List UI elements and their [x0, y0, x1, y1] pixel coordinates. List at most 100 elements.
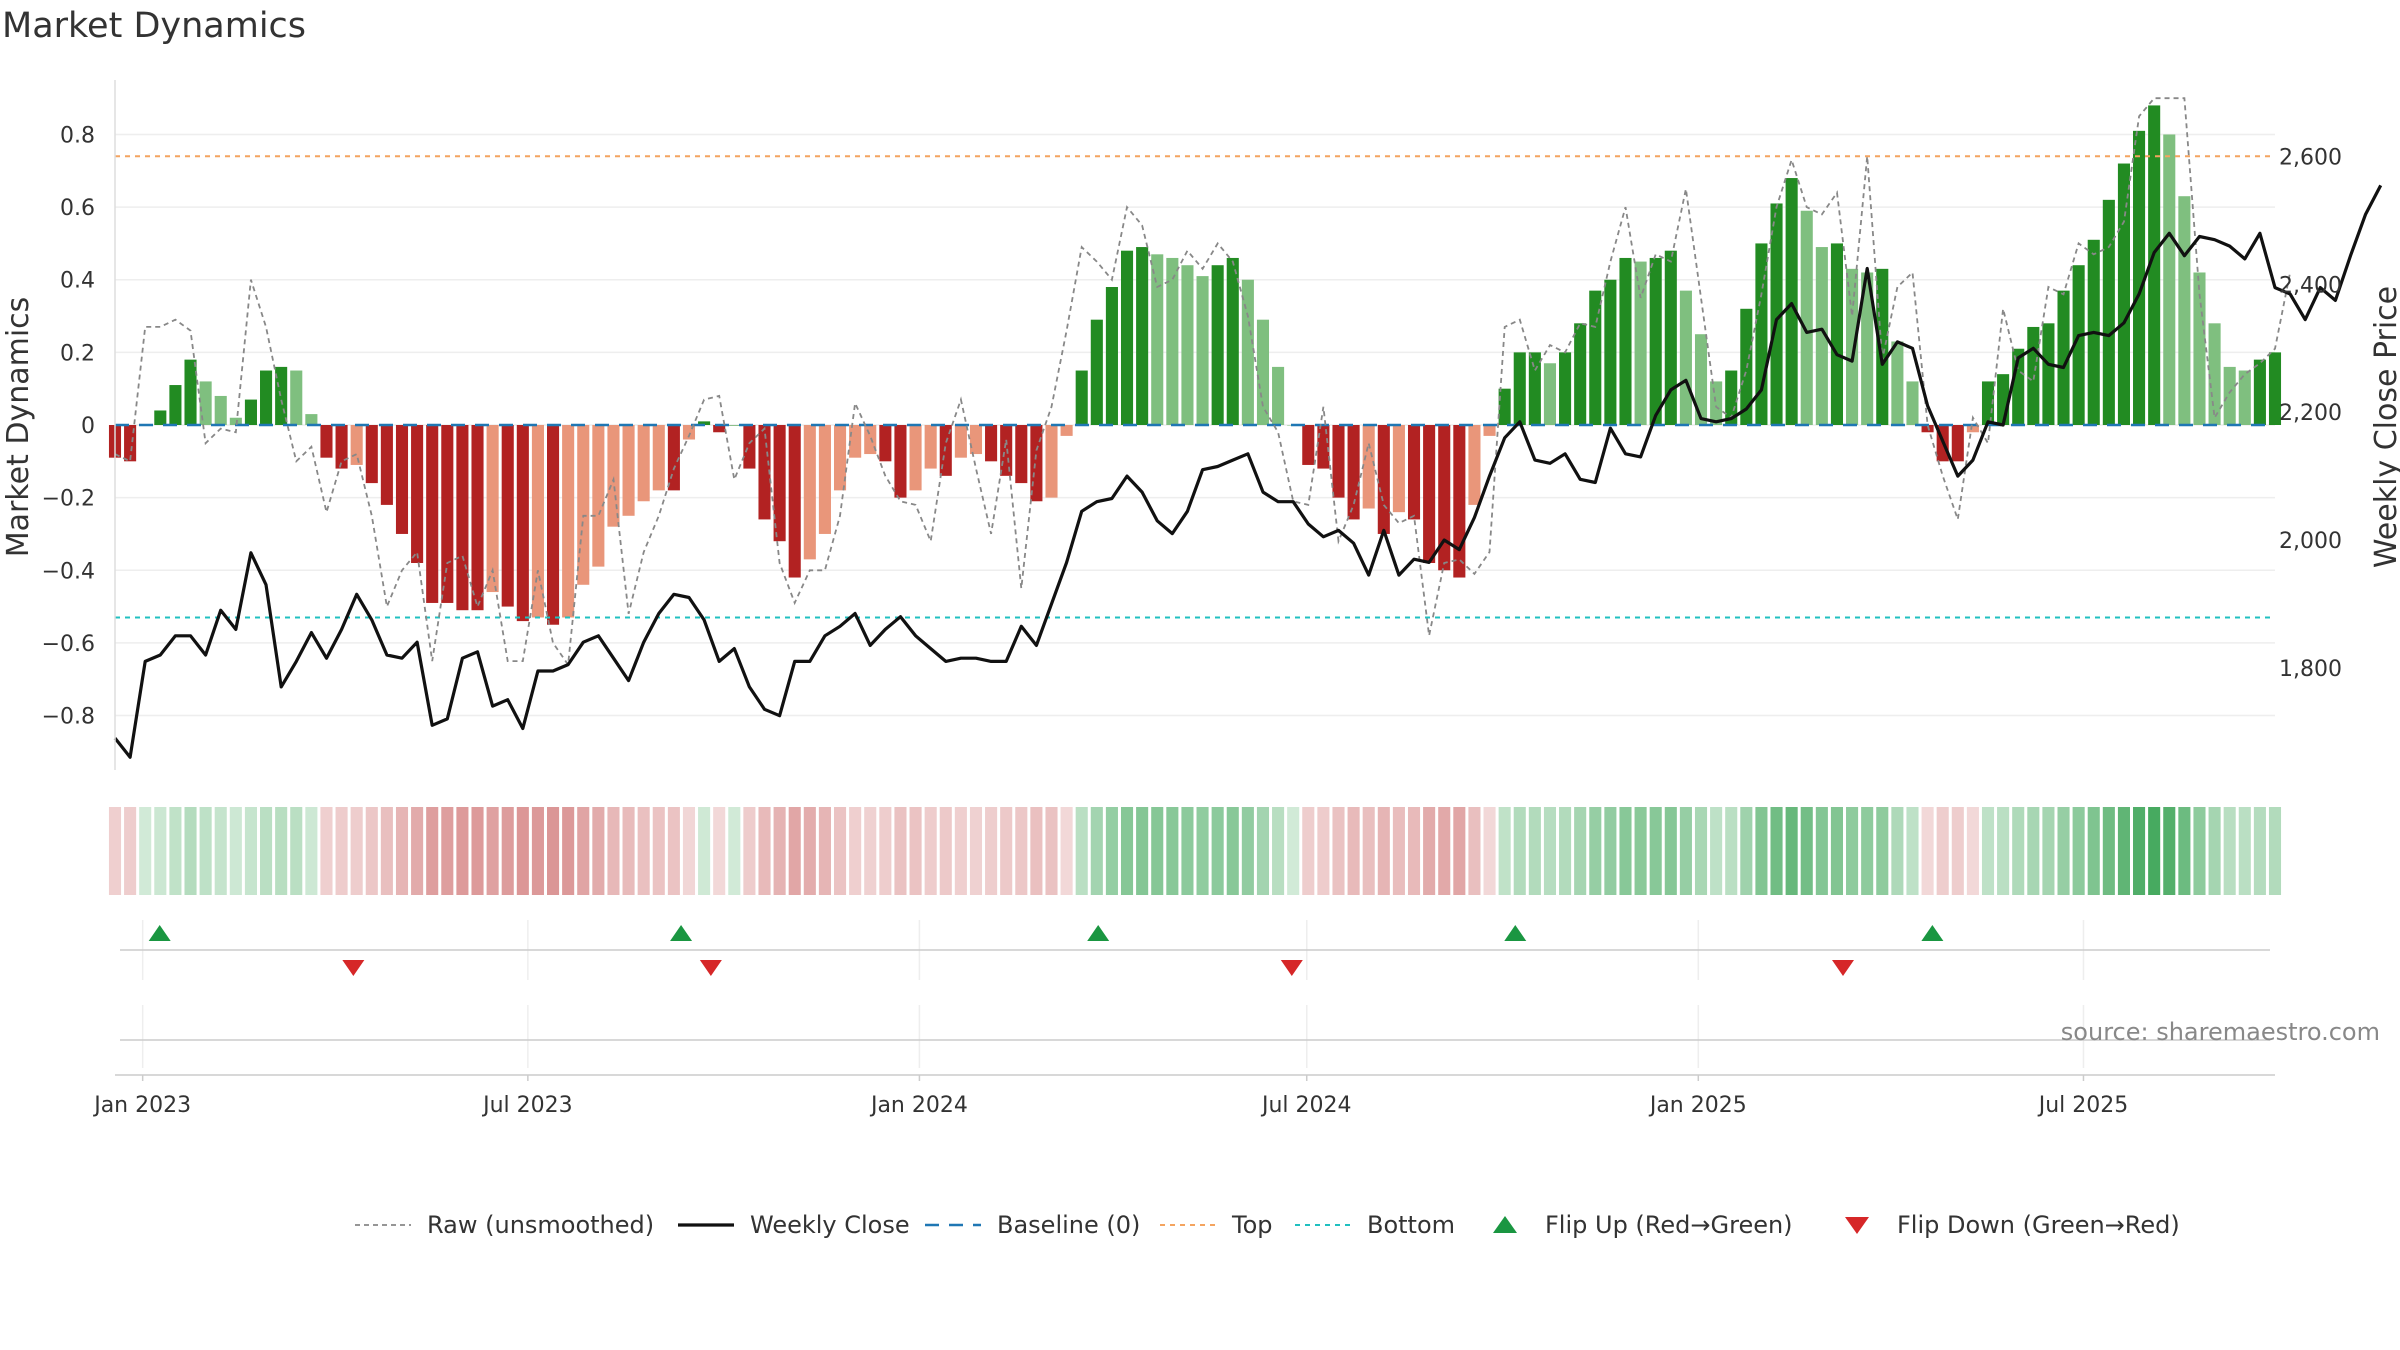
y-tick-label: −0.2 — [42, 487, 95, 512]
market-dynamics-bar — [1000, 425, 1013, 476]
heat-strip-cell — [1528, 807, 1541, 895]
heat-strip-cell — [698, 807, 711, 895]
market-dynamics-bar — [1030, 425, 1043, 502]
heat-strip-cell — [154, 807, 167, 895]
heat-strip-cell — [1332, 807, 1345, 895]
market-dynamics-bar — [1981, 381, 1995, 425]
heat-strip-cell — [1136, 807, 1149, 895]
y2-axis-label: Weekly Close Price — [2369, 286, 2400, 568]
market-dynamics-bar — [1347, 425, 1360, 520]
market-dynamics-bar — [1423, 425, 1436, 563]
heat-strip-cell — [1846, 807, 1859, 895]
lines-layer — [113, 97, 2383, 759]
market-dynamics-bar — [1120, 250, 1134, 425]
market-dynamics-bar — [1226, 257, 1239, 425]
heat-strip-cell — [290, 807, 303, 895]
heat-strip-cell — [743, 807, 756, 895]
market-dynamics-bar — [939, 425, 952, 476]
heat-strip-cell — [713, 807, 726, 895]
heat-strip-cell — [2072, 807, 2085, 895]
market-dynamics-bar — [1725, 370, 1738, 425]
market-dynamics-bar — [2102, 199, 2115, 425]
heat-strip-cell — [1619, 807, 1632, 895]
heat-strip-cell — [1559, 807, 1572, 895]
legend-weekly-close-label: Weekly Close — [750, 1211, 910, 1239]
heat-strip-cell — [1574, 807, 1587, 895]
y-tick-label: −0.8 — [42, 705, 95, 730]
market-dynamics-bar — [562, 425, 575, 618]
heat-strip-cell — [1634, 807, 1647, 895]
heat-strip-cell — [1800, 807, 1813, 895]
heat-strip-cell — [1090, 807, 1103, 895]
market-dynamics-bar — [1589, 290, 1602, 425]
market-dynamics-bar — [954, 425, 967, 458]
heat-strip-cell — [2042, 807, 2055, 895]
market-dynamics-bar — [260, 370, 273, 425]
market-dynamics-bar — [1830, 243, 1843, 425]
heat-strip-cell — [1151, 807, 1164, 895]
market-dynamics-bar — [698, 421, 711, 425]
heat-strip-cell — [1211, 807, 1224, 895]
heat-strip-cell — [2238, 807, 2251, 895]
market-dynamics-bar — [909, 425, 922, 491]
market-dynamics-bar — [1136, 247, 1149, 425]
market-dynamics-bar — [879, 425, 892, 462]
raw-unsmoothed-line — [114, 97, 2291, 668]
heat-strip-cell — [1755, 807, 1768, 895]
flip-up-marker — [670, 925, 693, 941]
legend-baseline-label: Baseline (0) — [997, 1211, 1140, 1239]
heat-strip-cell — [1015, 807, 1028, 895]
heat-strip-cell — [894, 807, 907, 895]
market-dynamics-bar — [1559, 352, 1572, 425]
heat-strip-cell — [1453, 807, 1466, 895]
heat-strip-cell — [1966, 807, 1979, 895]
heat-strip-cell — [969, 807, 983, 895]
heat-strip-cell — [667, 807, 680, 895]
heat-strip-cell — [2133, 807, 2146, 895]
heat-strip-cell — [1891, 807, 1904, 895]
market-dynamics-bar — [1317, 425, 1330, 469]
heat-strip-cell — [124, 807, 137, 895]
market-dynamics-bar — [2208, 323, 2221, 425]
market-dynamics-bar — [1710, 381, 1723, 425]
market-dynamics-bar — [607, 425, 620, 527]
market-dynamics-bar — [1846, 268, 1859, 425]
market-dynamics-bar — [426, 425, 439, 603]
heat-strip-cell — [607, 807, 620, 895]
heat-strip-cell — [395, 807, 409, 895]
heat-strip-cell — [471, 807, 484, 895]
market-dynamics-bar — [1241, 279, 1254, 425]
heat-strip-cell — [516, 807, 529, 895]
reference-lines — [115, 155, 2275, 619]
market-dynamics-bar — [1634, 261, 1647, 425]
heat-strip-cell — [1513, 807, 1526, 895]
y2-tick-label: 2,600 — [2279, 146, 2342, 171]
flip-up-marker — [1504, 925, 1527, 941]
heat-strip-cell — [788, 807, 801, 895]
market-dynamics-bar — [803, 425, 816, 560]
heat-strip-cell — [139, 807, 152, 895]
market-dynamics-bar — [2072, 265, 2085, 425]
heat-strip-cell — [1287, 807, 1300, 895]
market-dynamics-bar — [1679, 290, 1692, 425]
market-dynamics-bar — [1966, 425, 1979, 433]
heat-strip-cell — [305, 807, 318, 895]
market-dynamics-bar — [305, 414, 318, 425]
market-dynamics-bar — [788, 425, 801, 578]
source-label: source: sharemaestro.com — [2061, 1018, 2380, 1046]
heat-strip-cell — [1423, 807, 1436, 895]
market-dynamics-bar — [1483, 425, 1496, 436]
heat-strip-cell — [1483, 807, 1496, 895]
market-dynamics-bar — [1332, 425, 1345, 498]
market-dynamics-bar — [1377, 425, 1390, 534]
market-dynamics-bar — [969, 425, 983, 455]
heat-strip-cell — [1120, 807, 1134, 895]
market-dynamics-bar — [184, 359, 197, 425]
heat-strip-cell — [365, 807, 378, 895]
heat-strip-cell — [2117, 807, 2130, 895]
heat-strip-cell — [547, 807, 560, 895]
market-dynamics-bar — [1513, 352, 1526, 425]
legend-flip-down-swatch — [1845, 1217, 1869, 1234]
market-dynamics-bar — [380, 425, 393, 505]
